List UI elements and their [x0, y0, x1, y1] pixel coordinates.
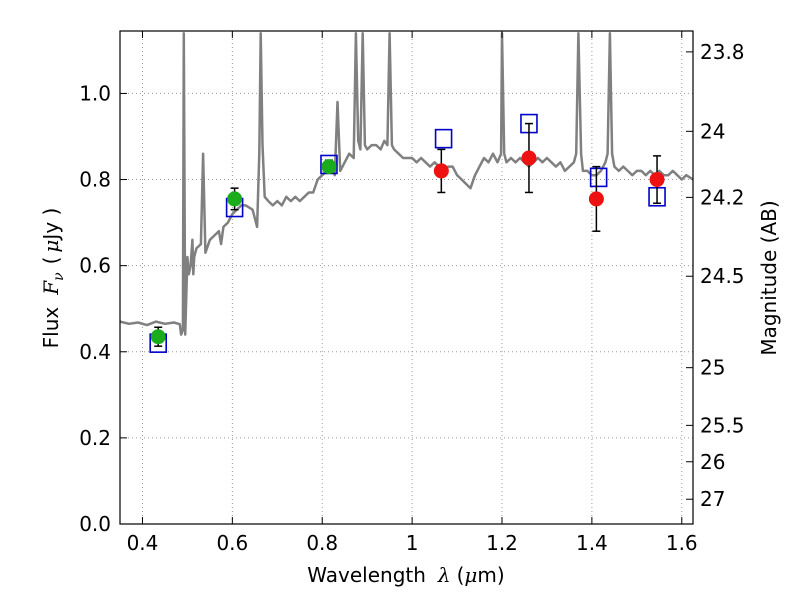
- y-axis-unit-suffix: Jy ): [39, 208, 63, 242]
- y-tick-label: 0.2: [79, 426, 111, 450]
- grid-lines: [120, 31, 693, 525]
- plot-frame: [119, 30, 694, 525]
- series-optical-photometry: [150, 159, 337, 347]
- photometry-point: [321, 159, 337, 175]
- series-nir-photometry: [433, 122, 665, 232]
- y2-tick-label: 24: [700, 119, 725, 143]
- x-tick-label: 0.4: [127, 531, 159, 555]
- x-axis-unit-suffix: m): [477, 563, 504, 587]
- y-axis-label-text: Flux: [39, 307, 63, 349]
- x-axis-symbol: λ: [437, 563, 451, 587]
- photometry-point: [227, 191, 243, 207]
- x-tick-label: 1.2: [486, 531, 518, 555]
- plot-area: [120, 31, 693, 353]
- series-model-fluxes: [149, 113, 666, 353]
- photometry-point: [433, 163, 449, 179]
- x-axis-unit-mu: μ: [464, 563, 477, 587]
- x-tick-label: 1.4: [576, 531, 608, 555]
- y2-tick-label: 23.8: [700, 40, 745, 64]
- series-model-spectrum: [120, 31, 693, 336]
- model-flux-box: [434, 128, 453, 149]
- y2-tick-label: 24.5: [700, 264, 745, 288]
- x-tick-label: 1: [406, 531, 419, 555]
- spectrum-line: [120, 31, 693, 336]
- y-tick-label: 0.6: [79, 254, 111, 278]
- y-axis-unit-mu: μ: [39, 240, 63, 253]
- y-tick-label: 0.8: [79, 168, 111, 192]
- x-axis-unit-prefix: (: [457, 563, 465, 587]
- y2-tick-label: 25: [700, 356, 725, 380]
- x-tick-label: 0.8: [306, 531, 338, 555]
- y2-tick-label: 24.2: [700, 185, 745, 209]
- y-tick-label: 0.0: [79, 512, 111, 536]
- x-tick-label: 1.6: [666, 531, 698, 555]
- model-flux-box: [589, 167, 608, 188]
- x-axis-label: Wavelength λ (μm): [307, 563, 504, 587]
- x-tick-label: 0.6: [216, 531, 248, 555]
- photometry-point: [150, 329, 166, 345]
- y-tick-label: 1.0: [79, 81, 111, 105]
- photometry-point: [521, 150, 537, 166]
- y2-tick-label: 26: [700, 450, 725, 474]
- x-axis-label-text: Wavelength: [307, 563, 426, 587]
- y-tick-label: 0.4: [79, 340, 111, 364]
- y2-tick-label: 25.5: [700, 413, 745, 437]
- y-axis-symbol: F: [39, 280, 63, 296]
- y2-tick-label: 27: [700, 487, 725, 511]
- y-axis-label: Flux Fν ( μJy ): [39, 208, 67, 349]
- photometry-point: [588, 191, 604, 207]
- y2-axis-label: Magnitude (AB): [757, 200, 781, 355]
- photometry-point: [649, 172, 665, 188]
- y-axis-symbol-subscript: ν: [51, 272, 67, 281]
- axis-ticks: 0.4 0.6 0.8 1 1.2 1.4 1.6 0.0 0.2 0.4 0.6 0.8 1.0 23.…: [79, 31, 745, 555]
- y-axis-unit-prefix: (: [39, 257, 63, 265]
